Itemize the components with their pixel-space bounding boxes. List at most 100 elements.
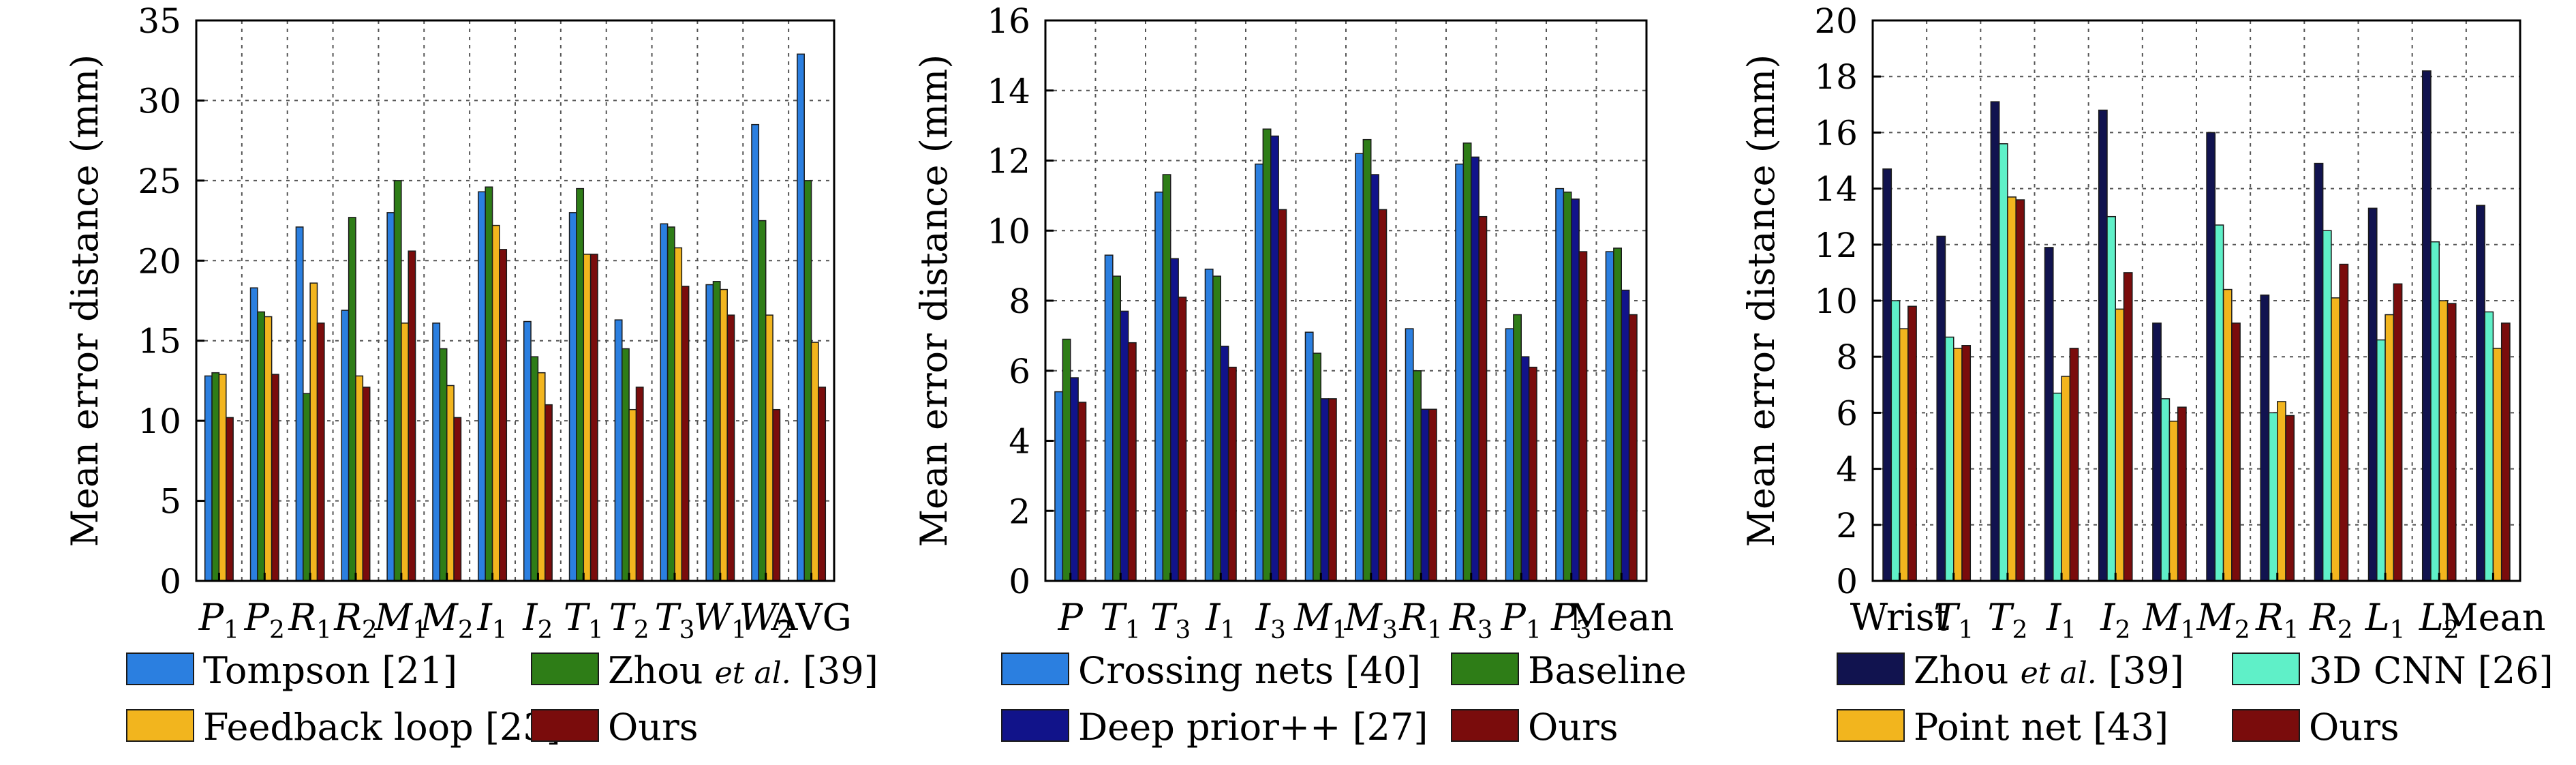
x-tick-label: R1 [1398, 596, 1443, 644]
legend-label: Deep prior++ [27] [1078, 706, 1428, 749]
bar [386, 212, 395, 582]
bar [1471, 156, 1479, 582]
bar [1907, 305, 1917, 582]
y-tick-label: 20 [1814, 1, 1858, 41]
x-tick-label: I1 [476, 596, 507, 644]
bar [1563, 191, 1572, 582]
y-tick-label: 0 [1009, 562, 1030, 601]
x-tick-label: AVG [770, 596, 851, 639]
bar [1178, 297, 1187, 582]
bar [1378, 209, 1387, 582]
bar [2367, 207, 2378, 582]
bar [1227, 366, 1237, 582]
y-tick-label: 16 [987, 1, 1030, 41]
bar [341, 310, 350, 582]
bar [583, 254, 592, 582]
bar [446, 385, 455, 582]
bar [2044, 247, 2054, 582]
x-tick-label: I1 [2046, 596, 2076, 644]
bar [2314, 162, 2324, 582]
bar [401, 322, 409, 582]
bar [1077, 402, 1087, 582]
bar [211, 372, 220, 582]
x-tick-label: T1 [1933, 596, 1974, 644]
bar [257, 311, 266, 582]
bar [537, 372, 546, 582]
x-tick-label: R2 [333, 596, 378, 644]
bar [720, 288, 728, 582]
bar [2231, 322, 2241, 582]
legend-swatch [126, 652, 194, 685]
bar [810, 342, 819, 582]
legend-label: Zhou et al. [39] [608, 649, 878, 692]
bar [2177, 406, 2187, 582]
x-tick-label: M1 [2142, 596, 2196, 644]
bar [204, 375, 213, 582]
legend-swatch [2232, 709, 2300, 742]
bar [271, 374, 279, 582]
bar [712, 281, 721, 582]
bar [2492, 348, 2502, 582]
bar [478, 191, 486, 582]
bar [1428, 408, 1437, 582]
bar [1070, 377, 1079, 582]
y-axis-label: Mean error distance (mm) [63, 55, 106, 548]
bar [1054, 391, 1064, 582]
bar [393, 180, 402, 582]
bar [1304, 331, 1314, 582]
x-tick-label: M1 [374, 596, 428, 644]
bar [772, 408, 781, 582]
bar [1478, 215, 1488, 582]
bar [309, 282, 318, 582]
bar [530, 356, 539, 582]
bar [218, 374, 227, 582]
bar [2206, 132, 2216, 582]
bar [295, 226, 304, 582]
bar [362, 387, 371, 582]
bar [803, 180, 812, 582]
x-tick-label: R3 [1449, 596, 1493, 644]
y-tick-label: 20 [138, 241, 181, 281]
bar [2385, 314, 2395, 582]
y-tick-label: 15 [138, 322, 181, 361]
bar [660, 223, 669, 582]
bar [2438, 300, 2449, 582]
bar [765, 314, 773, 582]
x-tick-label: T1 [564, 596, 604, 644]
bar [1370, 174, 1379, 582]
x-tick-label: T2 [1987, 596, 2027, 644]
x-tick-label: P [1058, 596, 1084, 639]
bar [2430, 241, 2440, 582]
x-tick-label: L2 [2419, 596, 2459, 644]
bar [1899, 328, 1909, 582]
bar [2053, 392, 2062, 582]
x-tick-label: P1 [1501, 596, 1542, 644]
legend-swatch [126, 709, 194, 742]
bar [2339, 263, 2349, 582]
bar [1255, 163, 1264, 582]
bar [2214, 224, 2224, 582]
bar [628, 408, 637, 582]
bar [545, 404, 553, 582]
y-tick-label: 10 [1814, 282, 1858, 321]
x-tick-label: I2 [522, 596, 553, 644]
legend-label: Zhou et al. [39] [1914, 649, 2184, 692]
bar [2007, 196, 2017, 582]
bar [2331, 297, 2340, 582]
bar [316, 322, 325, 582]
bar [499, 249, 508, 582]
bar [2160, 398, 2171, 582]
bar [1571, 198, 1580, 582]
y-tick-label: 12 [987, 142, 1030, 181]
bar [1320, 398, 1330, 582]
bar [1413, 370, 1422, 582]
bar [1278, 209, 1287, 582]
bar [1944, 336, 1954, 582]
bar [2476, 205, 2485, 582]
x-tick-label: R1 [288, 596, 332, 644]
bar [1505, 328, 1514, 582]
y-tick-label: 18 [1814, 57, 1858, 97]
